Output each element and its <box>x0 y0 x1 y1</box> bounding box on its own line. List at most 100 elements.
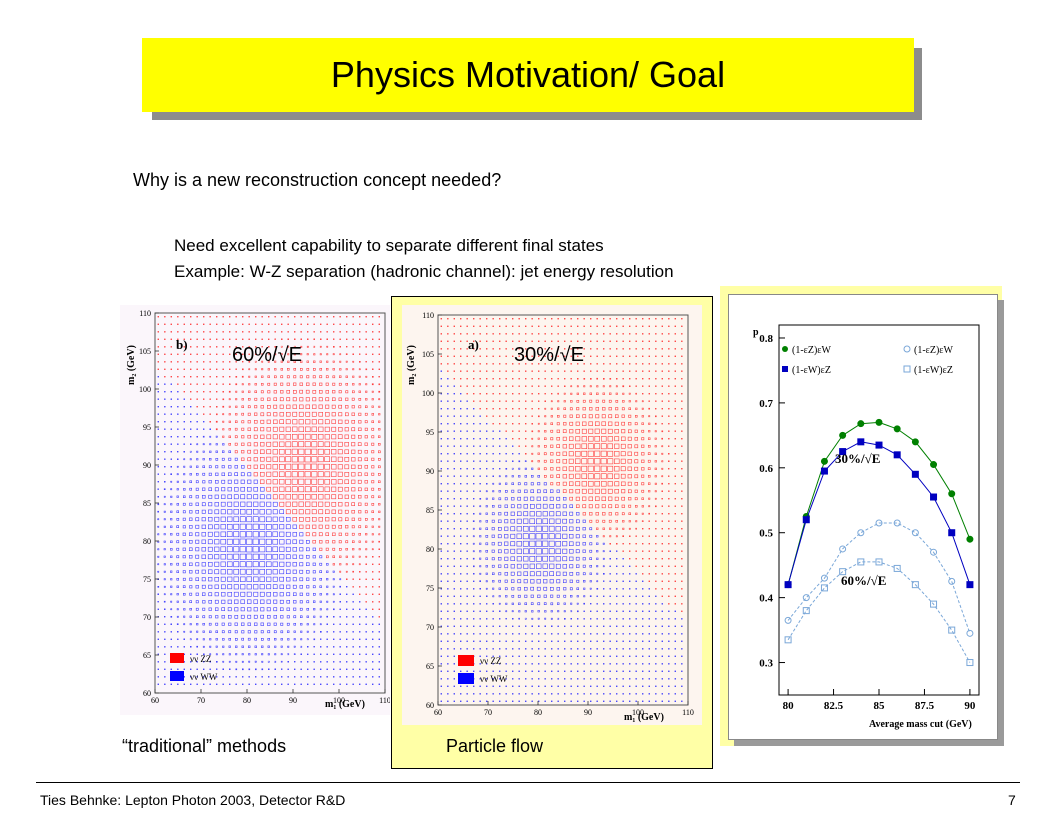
scatter-cell <box>504 497 508 501</box>
scatter-cell <box>164 661 166 663</box>
scatter-cell <box>575 556 580 561</box>
scatter-cell <box>447 655 449 657</box>
scatter-cell <box>351 502 355 506</box>
scatter-cell <box>189 585 193 589</box>
scatter-cell <box>337 456 343 462</box>
scatter-cell <box>253 442 258 447</box>
scatter-cell <box>246 561 253 568</box>
scatter-cell <box>576 504 580 509</box>
scatter-cell <box>226 538 233 545</box>
scatter-cell <box>556 504 561 509</box>
scatter-cell <box>642 355 644 358</box>
scatter-cell <box>668 408 670 410</box>
scatter-cell <box>201 524 206 529</box>
scatter-cell <box>655 378 657 380</box>
scatter-cell <box>164 368 166 371</box>
scatter-cell <box>260 397 264 401</box>
scatter-cell <box>268 316 270 318</box>
scatter-cell <box>253 584 259 590</box>
scatter-cell <box>228 450 232 454</box>
scatter-cell <box>207 531 213 537</box>
scatter-cell <box>228 637 232 641</box>
scatter-cell <box>351 487 356 492</box>
scatter-cell <box>272 584 278 590</box>
scatter-cell <box>285 494 291 500</box>
scatter-cell <box>372 653 374 655</box>
scatter-cell <box>524 594 528 598</box>
scatter-cell <box>627 444 632 449</box>
scatter-cell <box>568 473 574 479</box>
scatter-cell <box>655 573 657 575</box>
scatter-cell <box>163 555 166 558</box>
scatter-cell <box>479 700 481 702</box>
scatter-cell <box>326 638 328 640</box>
scatter-cell <box>357 442 362 446</box>
scatter-cell <box>235 316 237 318</box>
scatter-cell <box>447 423 449 425</box>
scatter-cell <box>569 579 573 583</box>
scatter-cell <box>253 599 258 604</box>
scatter-cell <box>325 540 329 544</box>
scatter-cell <box>466 393 468 395</box>
scatter-cell <box>622 355 624 358</box>
scatter-cell <box>293 622 297 626</box>
scatter-cell <box>254 405 258 409</box>
scatter-cell <box>531 452 534 455</box>
scatter-cell <box>176 615 179 618</box>
scatter-cell <box>473 453 475 455</box>
scatter-cell <box>378 571 380 573</box>
scatter-cell <box>201 539 206 544</box>
scatter-cell <box>602 399 606 403</box>
scatter-cell <box>498 602 501 605</box>
scatter-cell <box>163 488 166 490</box>
scatter-cell <box>247 472 252 477</box>
scatter-cell <box>486 438 488 440</box>
scatter-cell <box>339 548 342 551</box>
scatter-cell <box>518 318 520 320</box>
scatter-cell <box>668 400 670 402</box>
scatter-cell <box>634 422 638 426</box>
scatter-cell <box>576 512 580 516</box>
scatter-cell <box>635 363 637 365</box>
scatter-cell <box>371 510 375 514</box>
scatter-cell <box>293 607 297 611</box>
scatter-cell <box>196 676 198 678</box>
scatter-cell <box>190 376 192 378</box>
scatter-cell <box>499 445 501 447</box>
scatter-cell <box>538 355 540 358</box>
scatter-cell <box>681 580 683 582</box>
scatter-cell <box>641 444 645 448</box>
scatter-cell <box>615 414 619 419</box>
scatter-cell <box>261 331 263 333</box>
scatter-cell <box>486 460 488 462</box>
scatter-cell <box>551 355 553 358</box>
scatter-cell <box>195 524 200 529</box>
scatter-cell <box>291 463 298 470</box>
scatter-cell <box>460 520 462 522</box>
scatter-cell <box>518 685 520 687</box>
scatter-cell <box>555 541 562 547</box>
scatter-cell <box>492 482 495 485</box>
scatter-cell <box>203 653 205 656</box>
data-point <box>784 616 792 624</box>
scatter-cell <box>479 318 481 320</box>
scatter-cell <box>499 408 501 410</box>
scatter-cell <box>531 385 533 387</box>
scatter-cell <box>621 512 625 516</box>
scatter-cell <box>550 489 554 493</box>
scatter-cell <box>505 670 507 672</box>
scatter-cell <box>608 414 613 419</box>
scatter-cell <box>280 645 283 648</box>
scatter-cell <box>642 558 644 560</box>
scatter-cell <box>157 361 160 363</box>
scatter-cell <box>499 400 501 402</box>
scatter-cell <box>642 700 644 702</box>
scatter-cell <box>499 633 501 635</box>
scatter-cell <box>570 392 573 395</box>
scatter-cell <box>260 622 264 626</box>
legend-ww-label: νν WW <box>480 674 508 684</box>
scatter-cell <box>281 338 283 340</box>
scatter-cell <box>325 382 329 386</box>
scatter-cell <box>229 683 231 685</box>
scatter-cell <box>641 520 644 522</box>
